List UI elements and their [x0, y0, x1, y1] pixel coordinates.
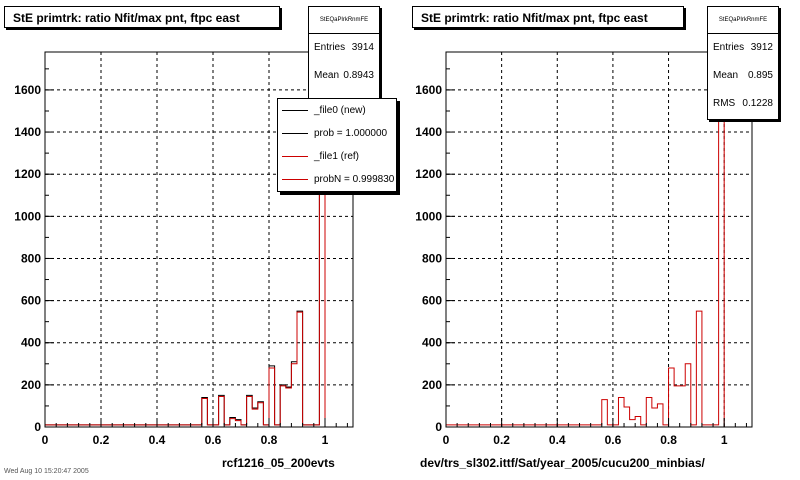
y-tick-label: 1200: [415, 167, 442, 181]
y-tick-label: 1000: [14, 209, 41, 223]
x-tick-label: 0.2: [493, 433, 510, 447]
histogram-series--file1-ref-: [446, 51, 752, 428]
y-tick-label: 0: [435, 420, 442, 434]
plot-frame: [44, 51, 354, 428]
stats-entries-label: Entries: [713, 42, 745, 53]
legend-label: _file0 (new): [314, 105, 366, 116]
stats-rms-label: RMS: [713, 98, 736, 109]
histogram-title: StE primtrk: ratio Nfit/max pnt, ftpc ea…: [412, 6, 684, 28]
y-tick-label: 400: [21, 336, 41, 350]
stats-mean-label: Mean: [314, 70, 340, 81]
legend-label: prob = 1.000000: [314, 128, 388, 139]
stats-box: StEQaPlrkRnmFE Entries 3914 Mean 0.8943: [308, 6, 380, 102]
y-tick-label: 1600: [415, 83, 442, 97]
y-tick-label: 1400: [14, 125, 41, 139]
x-tick-label: 0: [443, 433, 450, 447]
y-tick-label: 200: [422, 378, 442, 392]
x-tick-label: 0.8: [660, 433, 677, 447]
histogram-title: StE primtrk: ratio Nfit/max pnt, ftpc ea…: [4, 6, 280, 28]
stats-entries-value: 3914: [351, 42, 374, 53]
y-tick-label: 1200: [14, 167, 41, 181]
legend-label: probN = 0.999830: [314, 174, 395, 185]
stats-mean-label: Mean: [713, 70, 739, 81]
legend-label: _file1 (ref): [314, 151, 360, 162]
legend-entry: probN = 0.999830: [278, 168, 396, 191]
left-histogram-pad: StE primtrk: ratio Nfit/max pnt, ftpc ea…: [4, 6, 380, 470]
right-histogram-pad: StE primtrk: ratio Nfit/max pnt, ftpc ea…: [400, 0, 800, 480]
x-axis-label: dev/trs_sl302.ittf/Sat/year_2005/cucu200…: [420, 456, 705, 470]
legend-line: [282, 179, 308, 180]
stats-rms-row: RMS 0.1228: [708, 90, 778, 118]
stats-entries-row: Entries 3912: [708, 34, 778, 62]
stats-entries-label: Entries: [314, 42, 346, 53]
stats-name: StEQaPlrkRnmFE: [708, 7, 778, 34]
x-tick-label: 0.4: [549, 433, 566, 447]
y-tick-label: 1400: [415, 125, 442, 139]
legend: _file0 (new) prob = 1.000000 _file1 (ref…: [277, 98, 397, 192]
x-tick-label: 0.8: [261, 433, 278, 447]
x-tick-label: 0.6: [205, 433, 222, 447]
legend-entry: prob = 1.000000: [278, 122, 396, 145]
legend-entry: _file1 (ref): [278, 145, 396, 168]
y-tick-label: 600: [21, 294, 41, 308]
stats-mean-row: Mean 0.8943: [309, 62, 379, 90]
y-tick-label: 600: [422, 294, 442, 308]
y-tick-label: 800: [422, 251, 442, 265]
stats-name: StEQaPlrkRnmFE: [309, 7, 379, 34]
stats-mean-row: Mean 0.895: [708, 62, 778, 90]
y-tick-label: 400: [422, 336, 442, 350]
x-tick-label: 0.6: [605, 433, 622, 447]
stats-mean-value: 0.895: [747, 70, 773, 81]
footer-timestamp: Wed Aug 10 15:20:47 2005: [4, 468, 89, 475]
x-tick-label: 0.2: [93, 433, 110, 447]
y-tick-label: 200: [21, 378, 41, 392]
y-tick-label: 1000: [415, 209, 442, 223]
histogram-series--file1-ref-: [45, 70, 353, 428]
legend-line: [282, 156, 308, 157]
stats-box: StEQaPlrkRnmFE Entries 3912 Mean 0.895 R…: [707, 6, 779, 120]
legend-entry: _file0 (new): [278, 99, 396, 122]
x-tick-label: 1: [322, 433, 329, 447]
stats-entries-row: Entries 3914: [309, 34, 379, 62]
legend-line: [282, 133, 308, 134]
y-tick-label: 800: [21, 251, 41, 265]
x-tick-label: 0.4: [149, 433, 166, 447]
x-tick-label: 0: [42, 433, 49, 447]
stats-mean-value: 0.8943: [343, 70, 374, 81]
y-tick-label: 0: [34, 420, 41, 434]
legend-line: [282, 110, 308, 111]
stats-entries-value: 3912: [750, 42, 773, 53]
stats-rms-value: 0.1228: [742, 98, 773, 109]
x-tick-label: 1: [721, 433, 728, 447]
x-axis-label: rcf1216_05_200evts: [222, 456, 335, 470]
y-tick-label: 1600: [14, 83, 41, 97]
plot-frame: [445, 51, 753, 428]
